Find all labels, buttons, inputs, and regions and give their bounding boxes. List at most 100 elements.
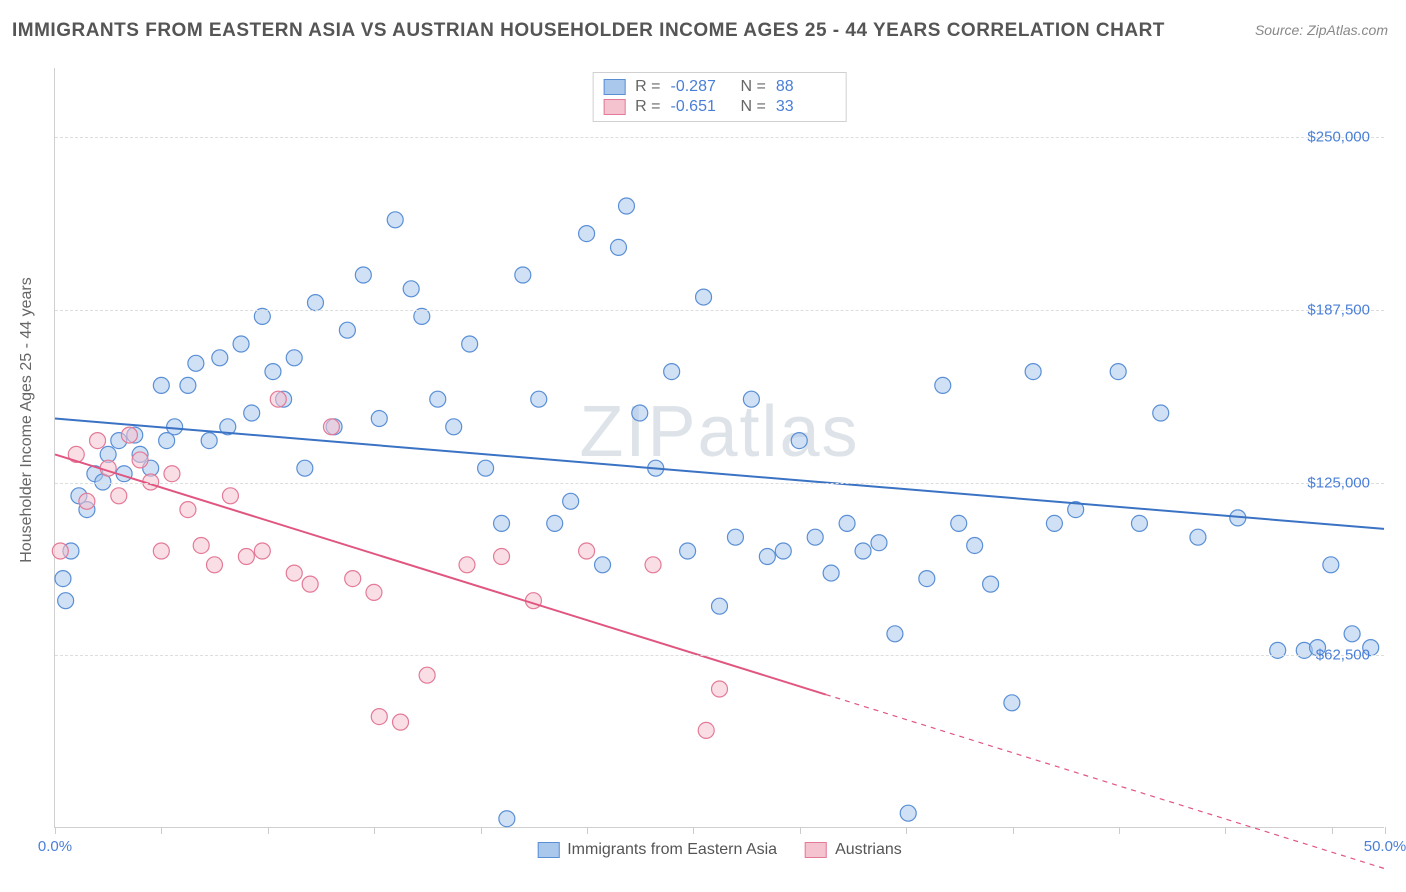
scatter-point — [531, 391, 547, 407]
legend-item-series-2: Austrians — [805, 841, 902, 859]
scatter-point — [265, 364, 281, 380]
scatter-point — [164, 466, 180, 482]
x-tick-mark — [906, 827, 907, 834]
scatter-point — [111, 488, 127, 504]
scatter-point — [180, 377, 196, 393]
scatter-point — [193, 537, 209, 553]
scatter-point — [579, 226, 595, 242]
scatter-point — [403, 281, 419, 297]
scatter-point — [823, 565, 839, 581]
scatter-point — [366, 584, 382, 600]
scatter-point — [983, 576, 999, 592]
x-tick-mark — [268, 827, 269, 834]
scatter-point — [595, 557, 611, 573]
scatter-point — [244, 405, 260, 421]
scatter-point — [759, 549, 775, 565]
scatter-point — [297, 460, 313, 476]
scatter-point — [58, 593, 74, 609]
legend-item-series-1: Immigrants from Eastern Asia — [537, 841, 777, 859]
scatter-point — [563, 493, 579, 509]
scatter-point — [180, 502, 196, 518]
x-tick-mark — [1225, 827, 1226, 834]
scatter-point — [345, 571, 361, 587]
scatter-point — [967, 537, 983, 553]
scatter-point — [887, 626, 903, 642]
scatter-point — [611, 239, 627, 255]
scatter-point — [839, 515, 855, 531]
trend-line — [55, 419, 1384, 529]
series-name: Austrians — [835, 841, 902, 859]
scatter-point — [1110, 364, 1126, 380]
scatter-point — [1344, 626, 1360, 642]
y-tick-label: $62,500 — [1316, 647, 1370, 664]
x-tick-mark — [1119, 827, 1120, 834]
scatter-point — [462, 336, 478, 352]
scatter-point — [698, 722, 714, 738]
scatter-point — [499, 811, 515, 827]
x-tick-mark — [1332, 827, 1333, 834]
x-tick-mark — [55, 827, 56, 834]
gridline — [55, 655, 1384, 656]
x-tick-mark — [587, 827, 588, 834]
scatter-point — [664, 364, 680, 380]
scatter-point — [632, 405, 648, 421]
scatter-point — [323, 419, 339, 435]
scatter-point — [951, 515, 967, 531]
scatter-point — [515, 267, 531, 283]
scatter-point — [206, 557, 222, 573]
scatter-point — [393, 714, 409, 730]
gridline — [55, 483, 1384, 484]
scatter-point — [302, 576, 318, 592]
scatter-point — [201, 433, 217, 449]
scatter-point — [1004, 695, 1020, 711]
scatter-point — [1046, 515, 1062, 531]
scatter-point — [446, 419, 462, 435]
scatter-point — [712, 681, 728, 697]
scatter-point — [1025, 364, 1041, 380]
gridline — [55, 310, 1384, 311]
x-tick-mark — [800, 827, 801, 834]
scatter-point — [900, 805, 916, 821]
scatter-point — [618, 198, 634, 214]
scatter-point — [270, 391, 286, 407]
scatter-point — [1131, 515, 1147, 531]
scatter-point — [153, 543, 169, 559]
scatter-point — [547, 515, 563, 531]
scatter-svg — [55, 68, 1384, 827]
scatter-point — [307, 295, 323, 311]
y-axis-label: Householder Income Ages 25 - 44 years — [18, 277, 36, 563]
scatter-point — [1190, 529, 1206, 545]
scatter-point — [935, 377, 951, 393]
trend-line-dashed — [826, 695, 1384, 869]
scatter-point — [222, 488, 238, 504]
scatter-point — [807, 529, 823, 545]
plot-area: ZIPatlas R = -0.287 N = 88 R = -0.651 N … — [54, 68, 1384, 828]
scatter-point — [387, 212, 403, 228]
scatter-point — [339, 322, 355, 338]
scatter-point — [727, 529, 743, 545]
scatter-point — [791, 433, 807, 449]
y-tick-label: $250,000 — [1307, 129, 1370, 146]
scatter-point — [121, 427, 137, 443]
scatter-point — [188, 355, 204, 371]
y-tick-label: $187,500 — [1307, 301, 1370, 318]
scatter-point — [355, 267, 371, 283]
scatter-point — [775, 543, 791, 559]
scatter-point — [132, 452, 148, 468]
swatch-icon — [537, 842, 559, 858]
gridline — [55, 137, 1384, 138]
scatter-point — [712, 598, 728, 614]
scatter-point — [153, 377, 169, 393]
scatter-point — [90, 433, 106, 449]
scatter-point — [52, 543, 68, 559]
scatter-point — [286, 350, 302, 366]
scatter-point — [286, 565, 302, 581]
scatter-point — [494, 515, 510, 531]
scatter-point — [430, 391, 446, 407]
scatter-point — [579, 543, 595, 559]
y-tick-label: $125,000 — [1307, 474, 1370, 491]
scatter-point — [371, 411, 387, 427]
swatch-icon — [805, 842, 827, 858]
x-tick-mark — [1385, 827, 1386, 834]
x-tick-label: 0.0% — [38, 838, 72, 855]
